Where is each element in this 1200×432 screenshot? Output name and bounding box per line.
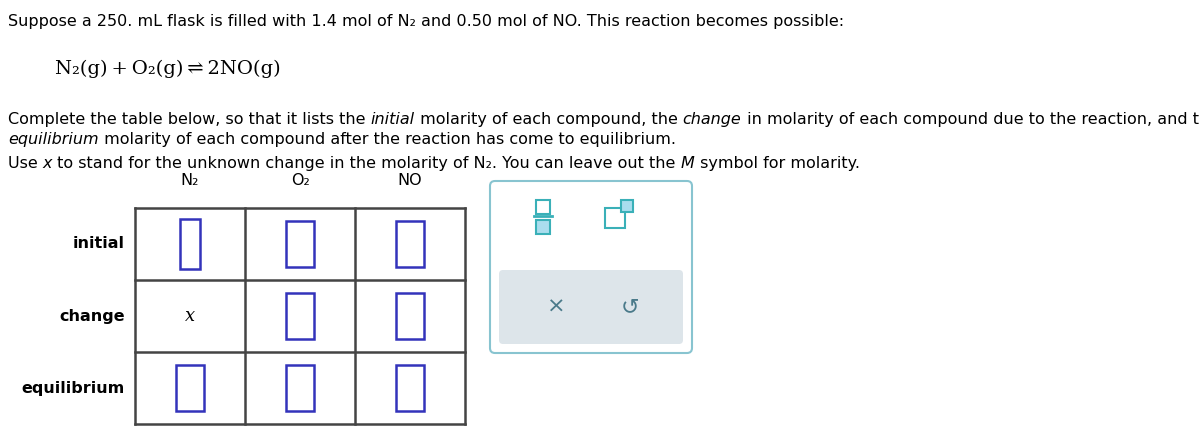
Bar [396, 365, 424, 411]
FancyBboxPatch shape [499, 270, 683, 344]
Bar [176, 365, 204, 411]
Text: change: change [683, 112, 742, 127]
Text: x: x [185, 307, 196, 325]
Text: Complete the table below, so that it lists the: Complete the table below, so that it lis… [8, 112, 371, 127]
Text: x: x [43, 156, 53, 171]
Bar [286, 221, 314, 267]
Text: M: M [680, 156, 695, 171]
Text: initial: initial [371, 112, 415, 127]
Text: ×: × [546, 297, 565, 317]
Text: O₂: O₂ [290, 173, 310, 188]
Bar [396, 293, 424, 339]
Text: equilibrium: equilibrium [22, 381, 125, 396]
Text: ↺: ↺ [620, 297, 640, 317]
Text: molarity of each compound, the: molarity of each compound, the [415, 112, 683, 127]
Bar [536, 200, 550, 214]
Bar [286, 293, 314, 339]
Text: N₂: N₂ [181, 173, 199, 188]
Text: equilibrium: equilibrium [8, 132, 98, 147]
Text: molarity of each compound after the reaction has come to equilibrium.: molarity of each compound after the reac… [98, 132, 676, 147]
Bar [286, 365, 314, 411]
Text: change: change [59, 308, 125, 324]
Text: NO: NO [397, 173, 422, 188]
Text: initial: initial [73, 236, 125, 251]
Text: Use: Use [8, 156, 43, 171]
Bar [180, 219, 200, 269]
Bar [605, 208, 625, 228]
Text: N₂(g) + O₂(g) ⇌ 2NO(g): N₂(g) + O₂(g) ⇌ 2NO(g) [55, 60, 281, 78]
Bar [622, 200, 634, 212]
FancyBboxPatch shape [490, 181, 692, 353]
Bar [536, 220, 550, 234]
Text: in molarity of each compound due to the reaction, and the: in molarity of each compound due to the … [742, 112, 1200, 127]
Text: symbol for molarity.: symbol for molarity. [695, 156, 859, 171]
Bar [396, 221, 424, 267]
Text: Suppose a 250. mL flask is filled with 1.4 mol of N₂ and 0.50 mol of NO. This re: Suppose a 250. mL flask is filled with 1… [8, 14, 844, 29]
Text: to stand for the unknown change in the molarity of N₂. You can leave out the: to stand for the unknown change in the m… [53, 156, 680, 171]
